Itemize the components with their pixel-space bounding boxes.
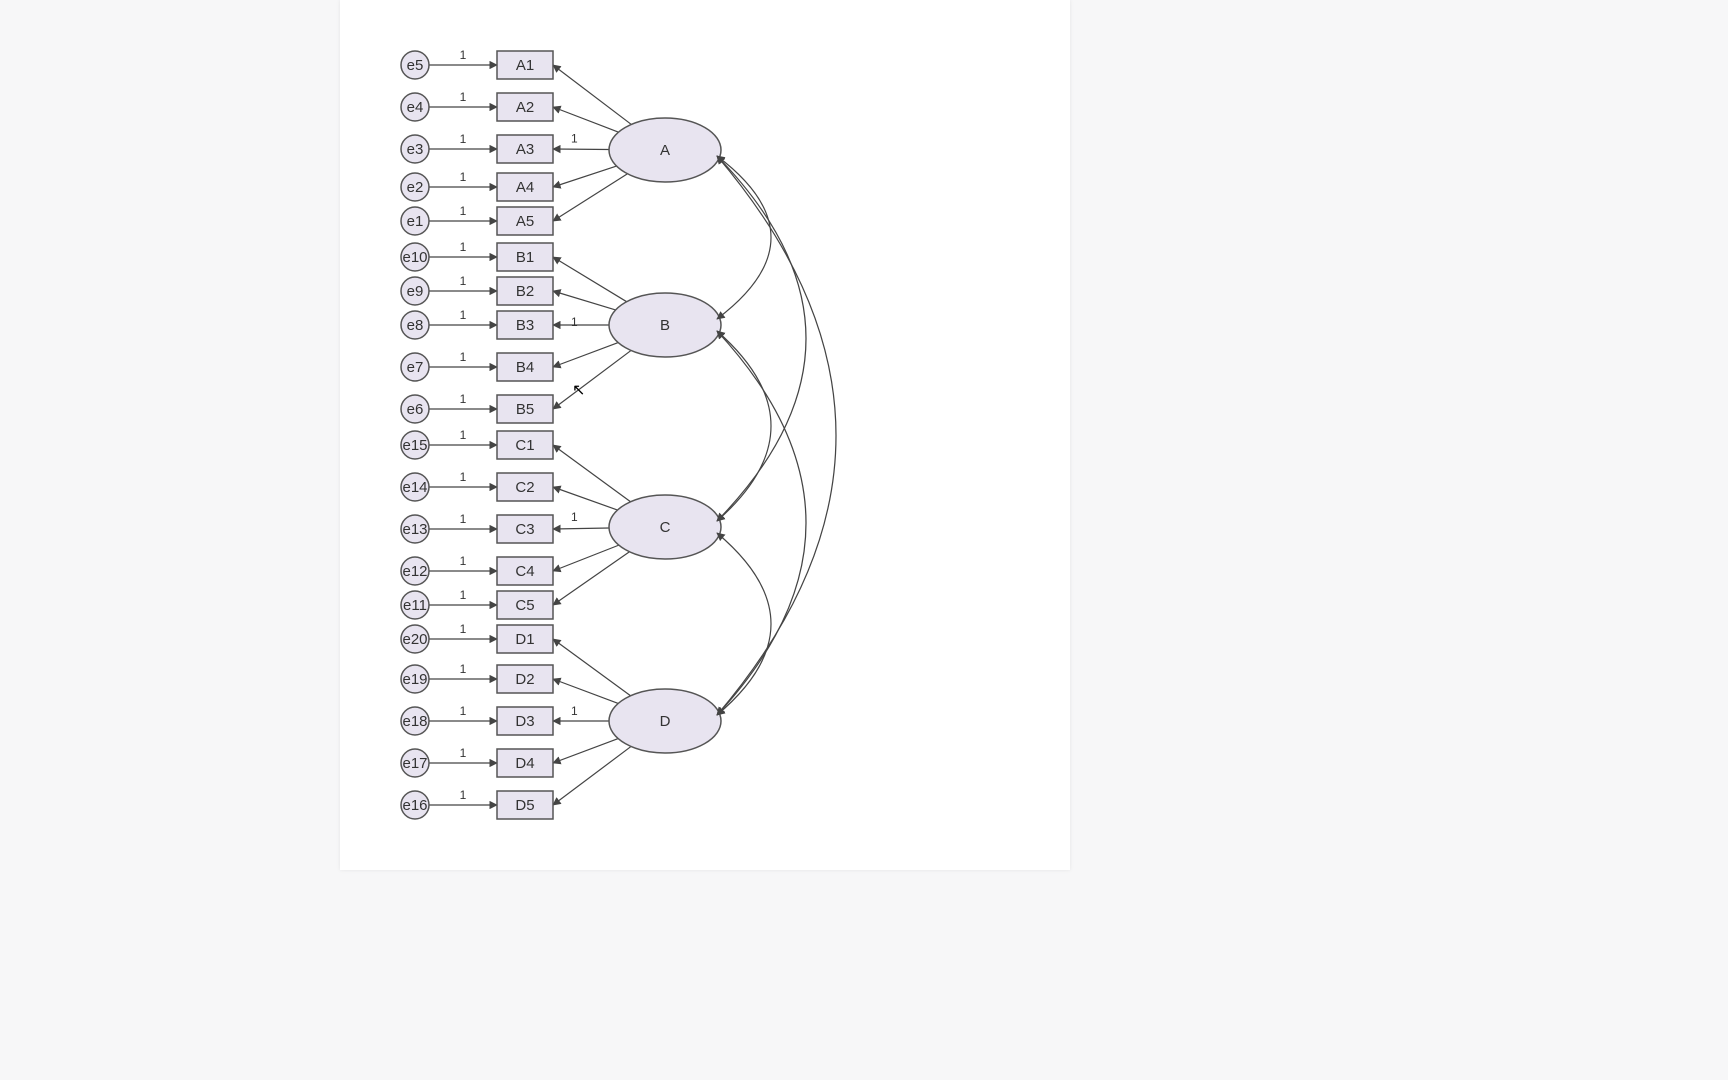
loading-fixed-label: 1 bbox=[460, 662, 467, 676]
indicator-label: B2 bbox=[516, 283, 534, 300]
indicator-label: D3 bbox=[515, 713, 534, 730]
loading-path bbox=[553, 166, 617, 187]
loading-path bbox=[553, 746, 631, 805]
error-label: e4 bbox=[407, 99, 424, 116]
loading-path bbox=[553, 445, 631, 502]
loading-fixed-label: 1 bbox=[460, 470, 467, 484]
loading-path bbox=[553, 639, 631, 696]
loading-fixed-label: 1 bbox=[460, 132, 467, 146]
error-label: e2 bbox=[407, 179, 424, 196]
loading-path bbox=[553, 528, 609, 529]
indicator-label: A2 bbox=[516, 99, 534, 116]
indicator-label: D2 bbox=[515, 671, 534, 688]
loading-path bbox=[553, 739, 618, 763]
loading-fixed-label: 1 bbox=[460, 240, 467, 254]
loading-path bbox=[553, 679, 618, 703]
loading-path bbox=[553, 291, 616, 310]
loading-fixed-label: 1 bbox=[460, 704, 467, 718]
error-label: e16 bbox=[402, 797, 427, 814]
fixed-loading-indicator: 1 bbox=[571, 132, 578, 146]
loading-fixed-label: 1 bbox=[460, 554, 467, 568]
error-label: e20 bbox=[402, 631, 427, 648]
loading-path bbox=[553, 149, 609, 150]
error-label: e8 bbox=[407, 317, 424, 334]
latent-label: C bbox=[660, 519, 671, 536]
error-label: e3 bbox=[407, 141, 424, 158]
error-label: e15 bbox=[402, 437, 427, 454]
loading-fixed-label: 1 bbox=[460, 588, 467, 602]
covariance-path[interactable] bbox=[717, 533, 771, 715]
error-label: e17 bbox=[402, 755, 427, 772]
loading-fixed-label: 1 bbox=[460, 274, 467, 288]
fixed-loading-indicator: 1 bbox=[571, 315, 578, 329]
latent-label: B bbox=[660, 317, 670, 334]
indicator-label: D4 bbox=[515, 755, 534, 772]
covariance-path[interactable] bbox=[717, 156, 836, 715]
error-label: e10 bbox=[402, 249, 427, 266]
error-label: e18 bbox=[402, 713, 427, 730]
fixed-loading-indicator: 1 bbox=[571, 704, 578, 718]
indicator-label: C4 bbox=[515, 563, 534, 580]
loading-path bbox=[553, 343, 618, 367]
loading-fixed-label: 1 bbox=[460, 746, 467, 760]
loading-path bbox=[553, 487, 618, 510]
indicator-label: B1 bbox=[516, 249, 534, 266]
diagram-container: 11111e5e4e3e2e1A1A2A3A4A51A11111e10e9e8e… bbox=[355, 15, 1055, 855]
indicator-label: D5 bbox=[515, 797, 534, 814]
sem-diagram: 11111e5e4e3e2e1A1A2A3A4A51A11111e10e9e8e… bbox=[355, 15, 1055, 855]
loading-path bbox=[553, 65, 631, 124]
error-label: e11 bbox=[403, 597, 427, 614]
error-label: e19 bbox=[402, 671, 427, 688]
error-label: e5 bbox=[407, 57, 424, 74]
latent-label: A bbox=[660, 142, 670, 159]
loading-fixed-label: 1 bbox=[460, 170, 467, 184]
indicator-label: A4 bbox=[516, 179, 534, 196]
indicator-label: B4 bbox=[516, 359, 534, 376]
loading-fixed-label: 1 bbox=[460, 350, 467, 364]
error-label: e12 bbox=[402, 563, 427, 580]
latent-label: D bbox=[660, 713, 671, 730]
loading-fixed-label: 1 bbox=[460, 48, 467, 62]
indicator-label: A5 bbox=[516, 213, 534, 230]
loading-path bbox=[553, 545, 619, 571]
document-page: 11111e5e4e3e2e1A1A2A3A4A51A11111e10e9e8e… bbox=[340, 0, 1070, 870]
loading-fixed-label: 1 bbox=[460, 512, 467, 526]
loading-fixed-label: 1 bbox=[460, 622, 467, 636]
indicator-label: C1 bbox=[515, 437, 534, 454]
indicator-label: B3 bbox=[516, 317, 534, 334]
loading-fixed-label: 1 bbox=[460, 90, 467, 104]
loading-fixed-label: 1 bbox=[460, 204, 467, 218]
loading-path bbox=[553, 107, 619, 132]
error-label: e7 bbox=[407, 359, 424, 376]
indicator-label: C5 bbox=[515, 597, 534, 614]
loading-fixed-label: 1 bbox=[460, 428, 467, 442]
error-label: e6 bbox=[407, 401, 424, 418]
loading-fixed-label: 1 bbox=[460, 788, 467, 802]
indicator-label: D1 bbox=[515, 631, 534, 648]
indicator-label: C3 bbox=[515, 521, 534, 538]
indicator-label: B5 bbox=[516, 401, 534, 418]
loading-path bbox=[553, 350, 631, 409]
loading-path bbox=[553, 552, 629, 605]
error-label: e1 bbox=[407, 213, 424, 230]
loading-fixed-label: 1 bbox=[460, 308, 467, 322]
fixed-loading-indicator: 1 bbox=[571, 510, 578, 524]
covariance-path[interactable] bbox=[717, 331, 771, 521]
loading-path bbox=[553, 257, 627, 302]
covariance-path[interactable] bbox=[717, 156, 771, 319]
indicator-label: C2 bbox=[515, 479, 534, 496]
indicator-label: A1 bbox=[516, 57, 534, 74]
error-label: e13 bbox=[402, 521, 427, 538]
loading-fixed-label: 1 bbox=[460, 392, 467, 406]
indicator-label: A3 bbox=[516, 141, 534, 158]
error-label: e14 bbox=[402, 479, 427, 496]
loading-path bbox=[553, 174, 628, 221]
error-label: e9 bbox=[407, 283, 424, 300]
